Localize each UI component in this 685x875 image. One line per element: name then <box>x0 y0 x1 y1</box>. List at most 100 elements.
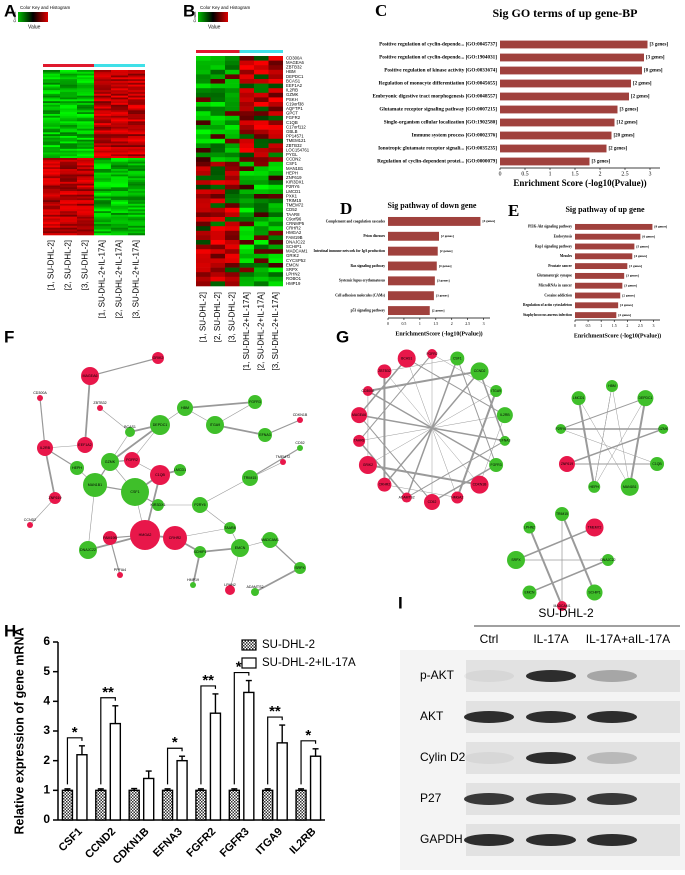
gene-count: [3 genes] <box>650 43 669 48</box>
heatmap-cell <box>268 281 283 287</box>
color-key: Color Key and Histogram Value Count <box>12 5 70 30</box>
condition-label: IL-17A+aIL-17A <box>586 632 670 646</box>
node-label: CCND2 <box>474 369 486 373</box>
gene-count: [4 genes] <box>482 219 495 223</box>
heatmap-cell <box>128 181 145 184</box>
bar-chart: E Sig pathway of up gene PI3K-Akt signalin… <box>508 201 667 339</box>
heatmap-cell <box>94 88 111 91</box>
heatmap-cell <box>60 125 77 128</box>
heatmap-cell <box>210 102 225 107</box>
heatmap-cell <box>43 183 60 186</box>
heatmap-cell <box>196 65 211 71</box>
blot-band <box>587 752 637 764</box>
heatmap-cell <box>94 220 111 223</box>
heatmap-cell <box>77 213 94 216</box>
heatmap-cell <box>268 166 283 172</box>
heatmap-cell <box>196 152 211 158</box>
significance: * <box>305 727 311 744</box>
heatmap-cell <box>225 217 240 222</box>
heatmap-cell <box>77 108 94 111</box>
blot-band <box>526 670 576 682</box>
heatmap-cell <box>111 181 128 184</box>
gene-label: AQFTP1 <box>286 106 303 111</box>
gene-label: PXK1 <box>286 193 298 198</box>
heatmap-cell <box>128 79 145 82</box>
heatmap-cell <box>60 211 77 214</box>
network-node <box>70 461 84 475</box>
network-node <box>470 362 489 381</box>
network-node <box>79 541 97 559</box>
heatmap-cell <box>210 69 225 75</box>
network-node <box>451 491 464 504</box>
heatmap-cell <box>94 174 111 177</box>
heatmap-cell <box>254 198 269 204</box>
category-label: Prion diseases <box>363 234 385 238</box>
x-tick-label: 0.5 <box>586 323 591 328</box>
heatmap-cell <box>60 222 77 225</box>
heatmap-cell <box>268 230 283 236</box>
network-edge <box>99 407 131 433</box>
heatmap-cell <box>254 184 269 190</box>
node-label: ZNF619 <box>49 496 62 500</box>
heatmap-cell <box>239 226 254 232</box>
cell-line: SU-DHL-2 <box>538 606 594 620</box>
heatmap-cell <box>111 191 128 194</box>
heatmap-cell <box>77 88 94 91</box>
heatmap-cell <box>128 222 145 225</box>
heatmap-cell <box>210 60 225 66</box>
heatmap-cell <box>77 187 94 190</box>
heatmap-cell <box>77 220 94 223</box>
heatmap-cell <box>239 60 254 66</box>
heatmap-cell <box>43 214 60 217</box>
heatmap-cell <box>254 111 269 117</box>
heatmap-cell <box>239 244 254 250</box>
heatmap-cell <box>239 198 254 204</box>
network-node <box>49 492 61 504</box>
heatmap-cell <box>128 103 145 106</box>
heatmap-cell <box>128 134 145 137</box>
network-edge <box>367 370 480 392</box>
heatmap-cell <box>77 141 94 144</box>
heatmap-cell <box>239 115 254 121</box>
node-label: HEPH <box>72 466 82 470</box>
gene-label: TRIM15 <box>286 198 302 203</box>
network-node <box>650 457 665 471</box>
heatmap-cell <box>60 143 77 146</box>
heatmap-cell <box>111 211 128 214</box>
heatmap-cell <box>239 148 254 153</box>
heatmap-cell <box>111 150 128 153</box>
heatmap-cell <box>43 92 60 95</box>
heatmap-cell <box>77 99 94 102</box>
node-label: SRPX <box>511 558 521 562</box>
node-label: CD300A <box>33 391 47 395</box>
gene-label: CCDN2 <box>286 157 301 162</box>
x-tick-label: FGFR3 <box>218 826 252 860</box>
heatmap-cell <box>111 213 128 216</box>
heatmap-cell <box>60 130 77 133</box>
heatmap-cell <box>128 152 145 155</box>
heatmap-cell <box>239 111 254 117</box>
protein-label: p-AKT <box>420 668 455 682</box>
heatmap-cell <box>225 175 240 181</box>
heatmap-cell <box>60 152 77 155</box>
node-label: HMGA2 <box>139 533 152 537</box>
node-label: SRPX <box>295 566 305 570</box>
network-edge <box>109 424 161 463</box>
network-node <box>150 415 170 435</box>
node-label: FGFR3 <box>491 463 502 467</box>
heatmap-cell <box>77 136 94 139</box>
gene-label: CD52 <box>286 207 298 212</box>
heatmap-cell <box>239 97 254 103</box>
heatmap-cell <box>268 276 283 282</box>
heatmap-cell <box>268 120 283 126</box>
network-node <box>571 391 586 406</box>
heatmap-cell <box>254 212 269 218</box>
heatmap-cell <box>94 211 111 214</box>
x-axis-label: EnrichmentScore (-log10(Pvalue)) <box>574 332 661 339</box>
node-label: EMCN <box>524 590 535 594</box>
network-node <box>192 497 208 513</box>
heatmap-cell <box>77 82 94 85</box>
heatmap-cell <box>268 221 283 227</box>
network-node <box>555 423 566 434</box>
heatmap-cell <box>128 207 145 210</box>
